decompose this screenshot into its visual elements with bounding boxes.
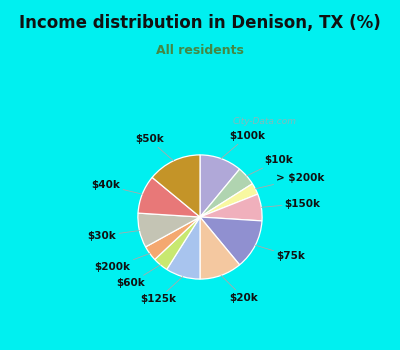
Text: $100k: $100k [221, 131, 265, 159]
Wedge shape [200, 169, 252, 217]
Text: $75k: $75k [255, 245, 305, 261]
Wedge shape [167, 217, 200, 279]
Text: Income distribution in Denison, TX (%): Income distribution in Denison, TX (%) [19, 14, 381, 32]
Text: City-Data.com: City-Data.com [233, 117, 297, 126]
Text: $60k: $60k [117, 265, 160, 288]
Text: All residents: All residents [156, 44, 244, 57]
Text: $200k: $200k [95, 253, 150, 272]
Text: $150k: $150k [261, 198, 321, 209]
Wedge shape [155, 217, 200, 270]
Wedge shape [200, 155, 240, 217]
Wedge shape [200, 217, 262, 265]
Wedge shape [200, 194, 262, 221]
Text: $50k: $50k [135, 134, 174, 161]
Wedge shape [200, 217, 240, 279]
Text: > $200k: > $200k [255, 173, 325, 189]
Text: $125k: $125k [140, 276, 183, 304]
Wedge shape [152, 155, 200, 217]
Wedge shape [138, 177, 200, 217]
Text: $40k: $40k [92, 181, 142, 194]
Wedge shape [138, 213, 200, 247]
Text: $30k: $30k [88, 231, 140, 241]
Wedge shape [146, 217, 200, 259]
Text: $20k: $20k [221, 275, 258, 303]
Text: $10k: $10k [246, 155, 293, 176]
Wedge shape [200, 184, 258, 217]
